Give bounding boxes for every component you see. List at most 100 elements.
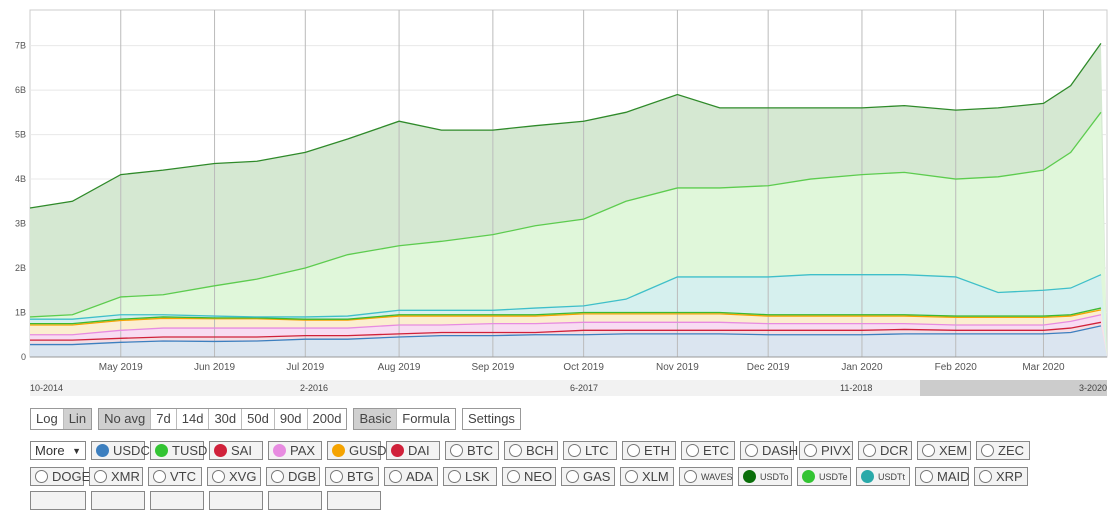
checked-circle-icon — [802, 470, 815, 483]
coin-toggle-usdto[interactable]: USDTo — [738, 467, 792, 486]
line-USDTt — [30, 274, 1102, 320]
coin-toggle-gas[interactable]: GAS — [561, 467, 615, 486]
coin-toggle-maid[interactable]: MAID — [915, 467, 970, 486]
coin-toggle-btg[interactable]: BTG — [325, 467, 379, 486]
checked-circle-icon — [332, 444, 345, 457]
dropdown-arrow-icon: ▼ — [72, 445, 81, 456]
mode-button-formula[interactable]: Formula — [397, 409, 455, 429]
unchecked-circle-icon — [153, 470, 166, 483]
line-TUSD — [30, 307, 1102, 325]
coin-toggle-xlm[interactable]: XLM — [620, 467, 674, 486]
avg-button-7d[interactable]: 7d — [151, 409, 177, 429]
avg-button-50d[interactable]: 50d — [242, 409, 275, 429]
coin-toggle-bch[interactable]: BCH — [504, 441, 558, 460]
nav-label: 3-2020 — [1078, 383, 1107, 393]
checked-circle-icon — [155, 444, 168, 457]
coin-toggle-pivx[interactable]: PIVX — [799, 441, 853, 460]
unchecked-circle-icon — [568, 444, 581, 457]
avg-button-200d[interactable]: 200d — [307, 409, 347, 429]
checked-circle-icon — [214, 444, 227, 457]
coin-toggle-btc[interactable]: BTC — [445, 441, 499, 460]
checked-circle-icon — [861, 470, 874, 483]
coin-label: ADA — [406, 469, 433, 484]
coin-toggle-usdtt[interactable]: USDTt — [856, 467, 910, 486]
x-tick-label: Aug 2019 — [378, 362, 421, 373]
stacked-area-chart: 0 1B 2B 3B 4B 5B 6B 7B May 2019 Jun 2019 Jul 2019 A… — [15, 9, 1108, 373]
coin-toggle-neo[interactable]: NEO — [502, 467, 556, 486]
coin-toggle-dcr[interactable]: DCR — [858, 441, 912, 460]
coin-toggle-zec[interactable]: ZEC — [976, 441, 1030, 460]
coin-label: SAI — [231, 443, 252, 458]
settings-button[interactable]: Settings — [462, 409, 520, 429]
avg-button-14d[interactable]: 14d — [176, 409, 210, 429]
area-USDC — [30, 325, 1107, 357]
nav-label: 6-2017 — [570, 383, 599, 393]
unchecked-circle-icon — [450, 444, 463, 457]
coin-toggle-waves[interactable]: WAVES — [679, 467, 733, 486]
scale-group: Log Lin — [30, 408, 93, 430]
coin-toggle-lsk[interactable]: LSK — [443, 467, 497, 486]
scale-button-log[interactable]: Log — [31, 409, 64, 429]
coin-toggle-xvg[interactable]: XVG — [207, 467, 261, 486]
coin-label: XVG — [229, 469, 257, 484]
coin-label: XLM — [642, 469, 669, 484]
unchecked-circle-icon — [35, 470, 48, 483]
unchecked-circle-icon — [212, 470, 225, 483]
unchecked-circle-icon — [863, 444, 876, 457]
coin-label: PIVX — [821, 443, 851, 458]
y-tick-label: 2B — [15, 263, 26, 273]
x-tick-label: Mar 2020 — [1022, 362, 1065, 373]
coin-toggle-sai[interactable]: SAI — [209, 441, 263, 460]
coin-label: TUSD — [172, 443, 208, 458]
coin-toggle-dai[interactable]: DAI — [386, 441, 440, 460]
coin-toggle-doge[interactable]: DOGE — [30, 467, 90, 486]
coin-toggle-xem[interactable]: XEM — [917, 441, 971, 460]
avg-button-no-avg[interactable]: No avg — [99, 409, 152, 429]
coin-toggle-etc[interactable]: ETC — [681, 441, 735, 460]
line-USDC — [30, 325, 1102, 346]
unchecked-circle-icon — [920, 470, 933, 483]
range-navigator[interactable]: 10-2014 2-2016 6-2017 11-2018 3-2020 — [30, 380, 1107, 396]
coin-label: BCH — [526, 443, 554, 458]
coin-toggle-usdte[interactable]: USDTe — [797, 467, 851, 486]
coin-label: USDC — [113, 443, 150, 458]
coin-label: DGB — [288, 469, 317, 484]
avg-button-90d[interactable]: 90d — [274, 409, 308, 429]
avg-button-30d[interactable]: 30d — [209, 409, 243, 429]
coin-label: DCR — [880, 443, 909, 458]
line-PAX — [30, 314, 1102, 336]
coin-toggle-vtc[interactable]: VTC — [148, 467, 202, 486]
x-tick-label: Nov 2019 — [656, 362, 699, 373]
coin-label: USDTe — [819, 471, 848, 482]
coin-toggle-tusd[interactable]: TUSD — [150, 441, 208, 460]
scale-button-lin[interactable]: Lin — [63, 409, 92, 429]
coin-toggle-pax[interactable]: PAX — [268, 441, 322, 460]
coin-toggle-ada[interactable]: ADA — [384, 467, 438, 486]
coin-toggle-xrp[interactable]: XRP — [974, 467, 1028, 486]
coin-toggle-usdc[interactable]: USDC — [91, 441, 150, 460]
nav-label: 2-2016 — [300, 383, 329, 393]
coin-label: ETC — [703, 443, 729, 458]
coin-toggle-gusd[interactable]: GUSD — [327, 441, 387, 460]
unchecked-circle-icon — [94, 470, 107, 483]
coin-label: DAI — [408, 443, 430, 458]
unchecked-circle-icon — [509, 444, 522, 457]
settings-group: Settings — [461, 408, 521, 430]
coin-label: PAX — [290, 443, 316, 458]
unchecked-circle-icon — [627, 444, 640, 457]
coin-toggle-dash[interactable]: DASH — [740, 441, 798, 460]
y-tick-label: 1B — [15, 308, 26, 318]
checked-circle-icon — [743, 470, 756, 483]
x-tick-label: Dec 2019 — [747, 362, 790, 373]
coin-toggle-ltc[interactable]: LTC — [563, 441, 617, 460]
coin-toggle-eth[interactable]: ETH — [622, 441, 676, 460]
y-tick-label: 6B — [15, 85, 26, 95]
coin-label: DASH — [762, 443, 799, 458]
x-tick-label: May 2019 — [99, 362, 143, 373]
coin-toggle-xmr[interactable]: XMR — [89, 467, 143, 486]
coin-label: LTC — [585, 443, 609, 458]
coin-toggle-dgb[interactable]: DGB — [266, 467, 320, 486]
navigator-selection[interactable] — [920, 380, 1107, 396]
more-dropdown[interactable]: More ▼ — [30, 441, 86, 460]
mode-button-basic[interactable]: Basic — [354, 409, 398, 429]
